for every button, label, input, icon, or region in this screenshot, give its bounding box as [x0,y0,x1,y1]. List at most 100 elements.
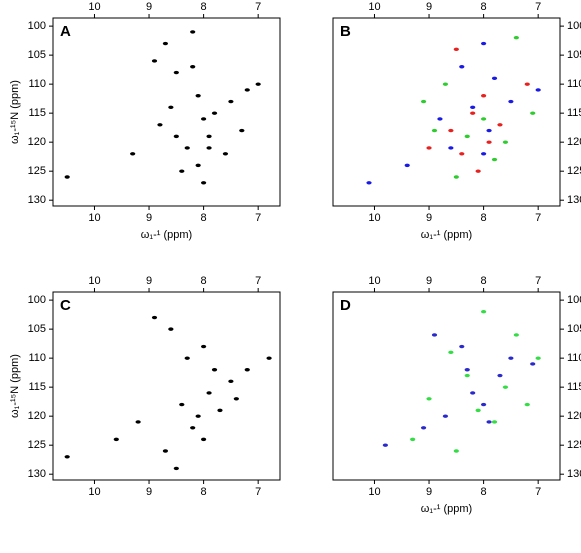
peak [211,368,218,372]
peak [464,368,470,372]
peak [206,134,212,139]
peak [464,373,470,378]
peak [426,397,432,401]
x-tick-label: 10 [368,212,380,224]
peak [239,128,245,133]
x-tick-label: 9 [146,275,152,287]
peak [481,310,487,314]
peak [513,333,519,337]
peak [470,105,476,110]
x-tick-label: 7 [535,1,541,13]
x-tick-label: 8 [481,275,487,287]
peak [431,333,438,337]
peak [244,368,250,372]
x-tick-label: 8 [201,486,207,498]
y-tick-label: 120 [28,136,46,148]
peak [459,344,465,349]
peak [195,414,201,418]
peak [437,117,443,121]
y-tick-label: 110 [567,78,581,90]
peak [113,437,119,442]
y-tick-label: 105 [28,323,46,335]
peak [168,327,174,331]
y-tick-label: 120 [567,136,581,148]
x-tick-label: 10 [88,486,100,498]
peak [190,426,196,430]
peak [491,157,498,162]
y-tick-label: 120 [28,410,46,422]
y-axis-label: ω₁-¹⁵N (ppm) [9,354,21,418]
panel-label: A [60,23,71,40]
peak [486,128,492,133]
x-tick-label: 8 [201,1,207,13]
peak [481,402,487,407]
plot-frame [52,17,281,207]
peak [190,30,196,34]
y-tick-label: 100 [28,20,46,32]
peak [431,128,438,133]
peak [404,163,410,168]
x-tick-label: 7 [255,275,261,287]
x-tick-label: 7 [255,1,261,13]
y-tick-label: 115 [567,107,581,119]
peak [382,443,388,447]
peak [524,82,530,86]
x-tick-label: 7 [535,486,541,498]
peak [502,140,509,144]
peak [168,105,174,110]
y-tick-label: 100 [28,294,46,306]
peak [266,356,272,360]
peak [491,420,498,424]
y-tick-label: 115 [567,381,581,393]
peak [442,82,449,86]
peak [481,94,487,98]
y-tick-label: 110 [567,352,581,364]
y-tick-label: 130 [567,468,581,480]
x-tick-label: 9 [426,486,432,498]
x-tick-label: 10 [88,212,100,224]
x-tick-label: 7 [535,212,541,224]
peak [184,146,190,150]
peak [173,466,179,471]
peak [513,36,519,40]
y-tick-label: 105 [28,49,46,61]
peak [497,123,503,127]
peak [502,385,509,389]
y-tick-label: 130 [28,194,46,206]
x-tick-label: 7 [255,486,261,498]
peak [233,397,239,401]
x-tick-label: 10 [88,275,100,287]
peak [420,426,427,430]
peak [453,47,459,52]
panel-label: D [340,297,351,314]
y-tick-label: 130 [567,194,581,206]
plot-frame [332,291,561,481]
x-tick-label: 9 [146,1,152,13]
y-tick-label: 105 [567,323,581,335]
peak [228,99,234,104]
y-tick-label: 115 [28,381,46,393]
x-tick-label: 10 [88,1,100,13]
peak [222,152,229,156]
peak [453,175,459,179]
peak [530,362,536,366]
peak [244,88,250,92]
x-tick-label: 9 [426,1,432,13]
peak [201,117,207,121]
peak [475,169,481,173]
peak [453,449,459,453]
peak [475,408,481,413]
panel-label: B [340,23,351,40]
y-tick-label: 110 [28,352,46,364]
x-tick-label: 8 [201,275,207,287]
peak [217,408,223,413]
x-tick-label: 8 [481,212,487,224]
x-tick-label: 9 [146,212,152,224]
peak [442,414,449,418]
peak [486,420,492,424]
peak [211,111,218,115]
plot-frame [52,291,281,481]
x-tick-label: 9 [426,212,432,224]
y-axis-label: ω₁-¹⁵N (ppm) [9,80,21,144]
peak [195,163,201,168]
